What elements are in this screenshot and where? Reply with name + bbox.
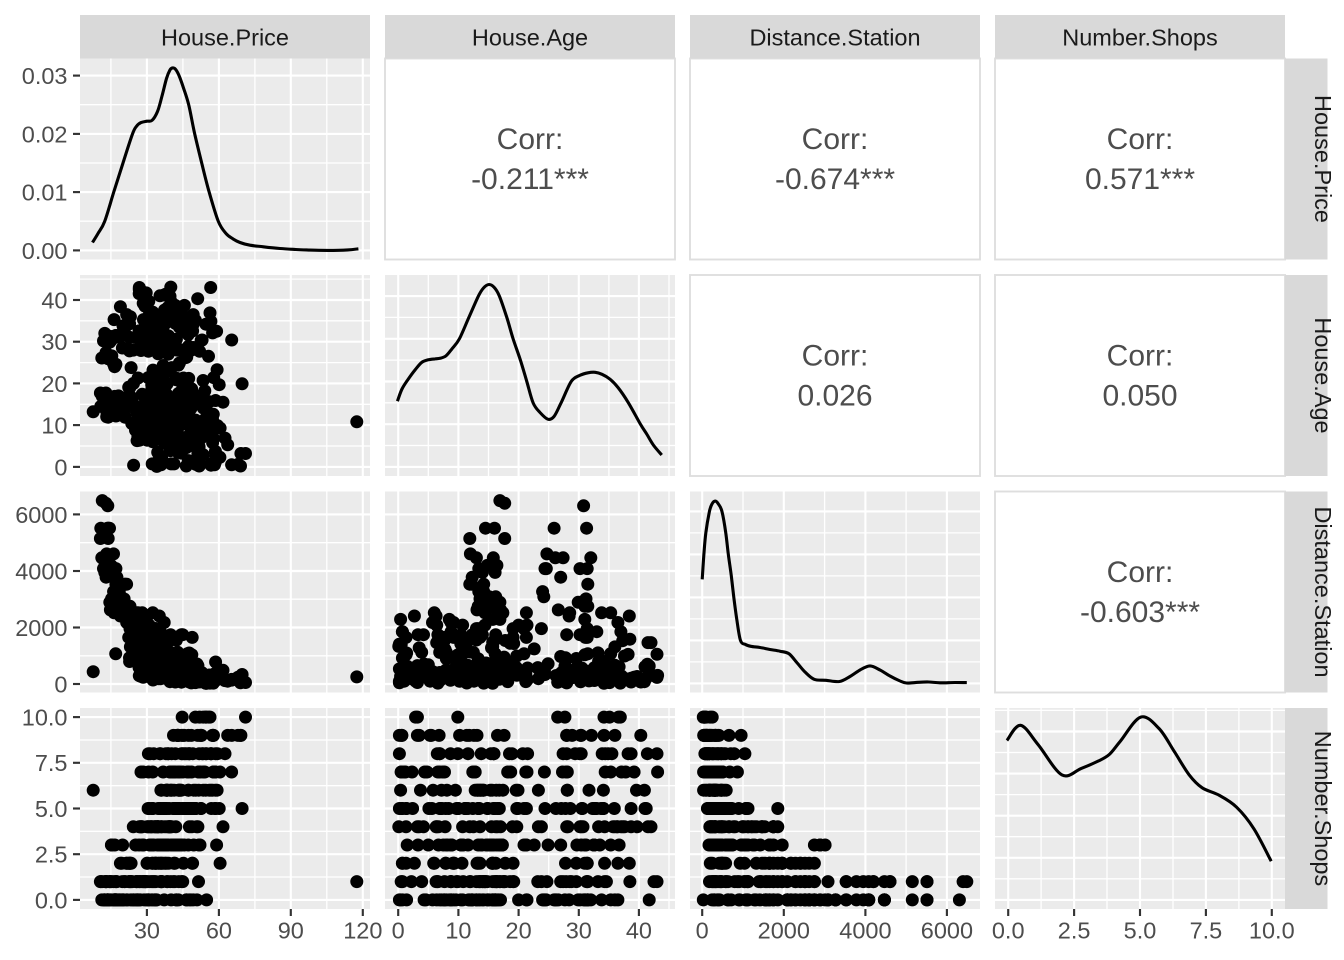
svg-text:60: 60 bbox=[206, 918, 232, 944]
svg-text:5.0: 5.0 bbox=[35, 796, 68, 822]
svg-text:0: 0 bbox=[392, 918, 405, 944]
svg-text:20: 20 bbox=[506, 918, 532, 944]
svg-text:10.0: 10.0 bbox=[1249, 918, 1295, 944]
svg-text:120: 120 bbox=[343, 918, 382, 944]
svg-text:4000: 4000 bbox=[15, 558, 67, 584]
svg-text:Distance.Station: Distance.Station bbox=[749, 24, 920, 50]
svg-text:10: 10 bbox=[445, 918, 471, 944]
svg-text:Corr:: Corr: bbox=[802, 123, 869, 156]
svg-text:2.5: 2.5 bbox=[35, 842, 68, 868]
svg-text:House.Price: House.Price bbox=[1310, 95, 1336, 223]
svg-text:0.03: 0.03 bbox=[22, 63, 68, 89]
svg-text:0.01: 0.01 bbox=[22, 180, 68, 206]
svg-text:10.0: 10.0 bbox=[22, 705, 68, 731]
svg-text:0: 0 bbox=[54, 671, 67, 697]
svg-text:0.02: 0.02 bbox=[22, 121, 68, 147]
svg-text:Corr:: Corr: bbox=[1107, 123, 1174, 156]
svg-text:Corr:: Corr: bbox=[497, 123, 564, 156]
svg-text:4000: 4000 bbox=[839, 918, 891, 944]
svg-text:7.5: 7.5 bbox=[1190, 918, 1223, 944]
svg-text:7.5: 7.5 bbox=[35, 750, 68, 776]
svg-text:30: 30 bbox=[41, 329, 67, 355]
svg-text:Number.Shops: Number.Shops bbox=[1062, 24, 1217, 50]
svg-text:-0.674***: -0.674*** bbox=[775, 163, 895, 196]
svg-text:30: 30 bbox=[134, 918, 160, 944]
svg-text:-0.211***: -0.211*** bbox=[471, 163, 589, 196]
svg-text:-0.603***: -0.603*** bbox=[1080, 596, 1200, 629]
svg-text:0.0: 0.0 bbox=[992, 918, 1025, 944]
svg-text:0.026: 0.026 bbox=[797, 380, 872, 413]
svg-text:0: 0 bbox=[696, 918, 709, 944]
svg-text:20: 20 bbox=[41, 371, 67, 397]
svg-text:2.5: 2.5 bbox=[1058, 918, 1091, 944]
svg-text:House.Age: House.Age bbox=[472, 24, 588, 50]
svg-text:Corr:: Corr: bbox=[802, 340, 869, 373]
svg-text:House.Age: House.Age bbox=[1310, 317, 1336, 433]
svg-text:Distance.Station: Distance.Station bbox=[1310, 506, 1336, 677]
svg-text:5.0: 5.0 bbox=[1124, 918, 1157, 944]
svg-text:2000: 2000 bbox=[15, 615, 67, 641]
svg-text:40: 40 bbox=[41, 287, 67, 313]
svg-text:Corr:: Corr: bbox=[1107, 556, 1174, 589]
svg-text:2000: 2000 bbox=[758, 918, 810, 944]
svg-text:40: 40 bbox=[626, 918, 652, 944]
svg-text:House.Price: House.Price bbox=[161, 24, 289, 50]
svg-text:10: 10 bbox=[41, 413, 67, 439]
svg-text:0: 0 bbox=[54, 454, 67, 480]
svg-text:6000: 6000 bbox=[15, 502, 67, 528]
svg-text:90: 90 bbox=[278, 918, 304, 944]
svg-text:0.050: 0.050 bbox=[1102, 380, 1177, 413]
svg-text:6000: 6000 bbox=[921, 918, 973, 944]
svg-text:Corr:: Corr: bbox=[1107, 340, 1174, 373]
svg-text:0.571***: 0.571*** bbox=[1085, 163, 1195, 196]
svg-text:0.0: 0.0 bbox=[35, 887, 68, 913]
svg-text:30: 30 bbox=[566, 918, 592, 944]
svg-text:0.00: 0.00 bbox=[22, 238, 68, 264]
svg-text:Number.Shops: Number.Shops bbox=[1310, 731, 1336, 886]
